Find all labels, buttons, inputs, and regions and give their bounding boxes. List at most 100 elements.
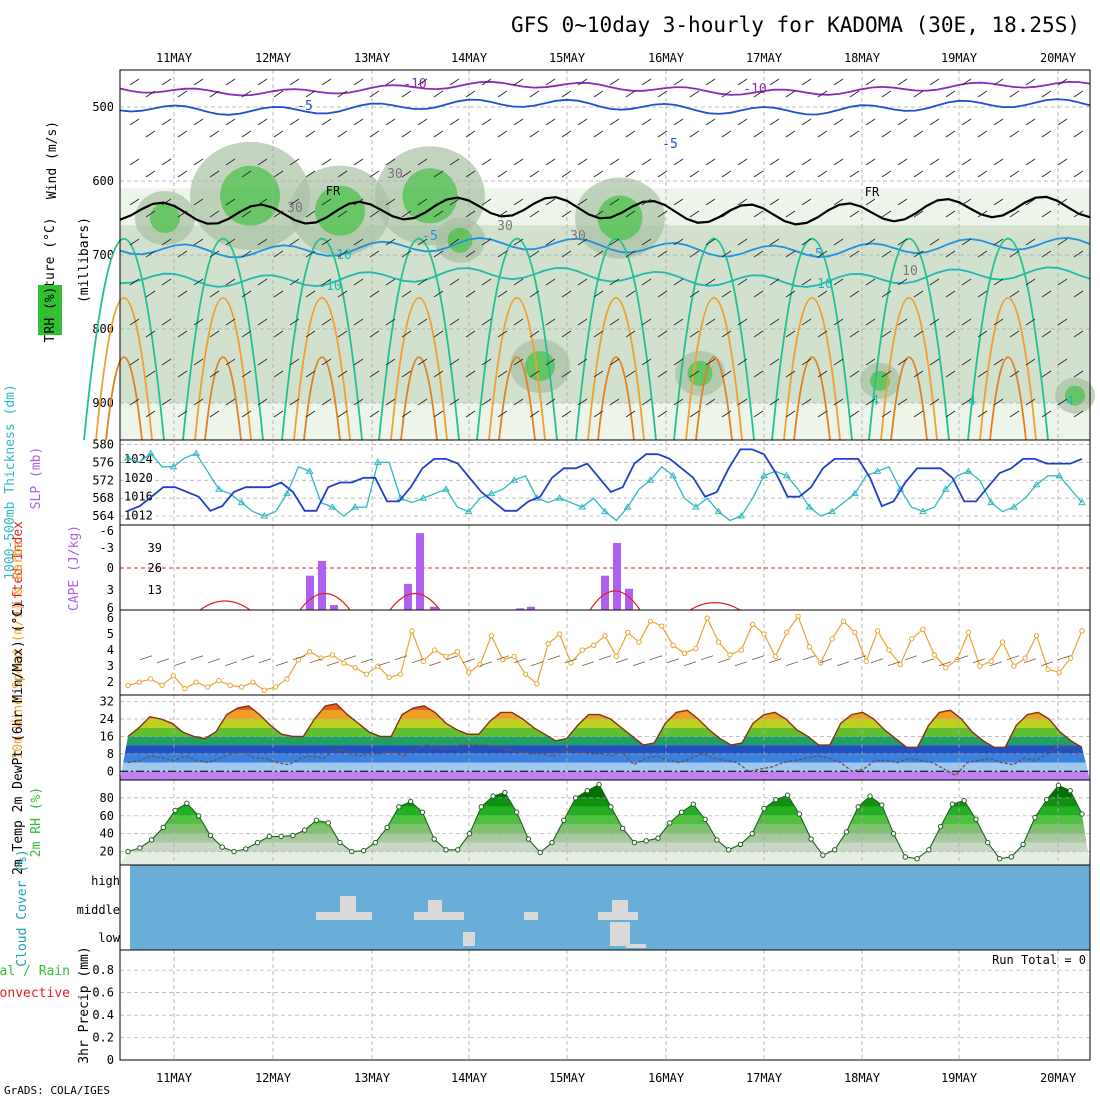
- wind-barb: [353, 78, 364, 86]
- wind-barb: [785, 210, 796, 218]
- cloud-cell: [524, 912, 538, 920]
- wind-barb: [1041, 210, 1052, 218]
- wind-barb: [369, 410, 380, 418]
- wind-barb: [753, 170, 764, 178]
- temp-diurnal-arch: [95, 297, 153, 441]
- temp-diurnal-arch: [194, 297, 252, 441]
- rh-marker: [843, 829, 850, 835]
- wind-barb: [801, 238, 812, 246]
- wind-speed-marker: [454, 648, 461, 655]
- wind-barb: [401, 410, 412, 418]
- wind-barb: [993, 158, 1004, 166]
- contour-label: -5: [297, 99, 313, 114]
- wind-barb: [241, 170, 252, 178]
- wind-barb: [929, 78, 940, 86]
- wind-speed-marker: [590, 642, 597, 648]
- cape-tick: 13: [148, 583, 162, 597]
- wind-barb: [449, 198, 460, 206]
- wind-barb: [769, 198, 780, 206]
- rh-marker: [584, 788, 591, 794]
- wind-barb: [593, 90, 604, 98]
- temp-diurnal-arch: [390, 297, 448, 441]
- wind-speed-marker: [466, 669, 472, 676]
- surface-wind-barb: [411, 658, 425, 664]
- surface-wind-barb: [343, 655, 357, 661]
- wind-barb: [273, 210, 284, 218]
- wind-barb: [849, 410, 860, 418]
- wind-barb: [849, 330, 860, 338]
- wind-barb: [1073, 290, 1084, 298]
- wind-barb: [337, 330, 348, 338]
- temp-tick: 8: [107, 747, 114, 761]
- wind-speed-marker: [352, 665, 358, 671]
- wind-barb: [993, 398, 1004, 406]
- wind-barb: [657, 410, 668, 418]
- wind-barb: [625, 170, 636, 178]
- wind-barb: [705, 278, 716, 286]
- wind-barb: [193, 198, 204, 206]
- temp-color-band: [120, 753, 1090, 763]
- cloud-cell: [414, 912, 464, 920]
- wind-barb: [401, 370, 412, 378]
- rh-marker: [419, 809, 426, 815]
- wind-barb: [641, 198, 652, 206]
- rh-marker: [207, 832, 214, 839]
- surface-wind-barb: [377, 661, 391, 667]
- wind-barb: [241, 90, 252, 98]
- rh-marker: [1043, 796, 1050, 803]
- wind-barb: [577, 158, 588, 166]
- wind-barb: [753, 290, 764, 298]
- wind-speed-line: [127, 615, 1083, 691]
- wind-barb: [705, 198, 716, 206]
- wind-tick: 4: [107, 643, 114, 657]
- slp-line: [127, 448, 1083, 512]
- wind-speed-marker: [795, 613, 801, 620]
- rh-marker: [219, 844, 225, 850]
- wind-barb: [865, 318, 876, 326]
- freezing-label: FR: [326, 184, 341, 198]
- rh-marker: [702, 816, 708, 823]
- lifted-index-curve: [299, 593, 351, 611]
- wind-barb: [369, 290, 380, 298]
- wind-barb: [673, 198, 684, 206]
- temp-diurnal-arch: [695, 356, 733, 441]
- wind-barb: [753, 370, 764, 378]
- wind-barb: [721, 170, 732, 178]
- wind-barb: [385, 118, 396, 126]
- wind-speed-marker: [602, 632, 608, 639]
- surface-wind-barb: [751, 655, 765, 661]
- temp-contour-10: [119, 266, 1091, 288]
- temp-color-band: [120, 745, 1090, 754]
- wind-barb: [225, 358, 236, 366]
- lifted-index-curve: [389, 593, 441, 611]
- wind-barb: [417, 198, 428, 206]
- temp-tick: 16: [100, 729, 114, 743]
- wind-barb: [721, 290, 732, 298]
- cloud-row-label: low: [98, 931, 120, 945]
- wind-barb: [481, 198, 492, 206]
- precip-frame: [119, 949, 1091, 1061]
- wind-barb: [465, 90, 476, 98]
- lifted-index-tick: -3: [100, 541, 114, 555]
- wind-barb: [513, 238, 524, 246]
- wind-barb: [433, 130, 444, 138]
- wind-barb: [881, 370, 892, 378]
- contour-label: 10: [817, 277, 833, 292]
- thickness-marker: [987, 498, 996, 506]
- thickness-marker: [850, 489, 859, 497]
- wind-barb: [465, 370, 476, 378]
- wind-barb: [817, 210, 828, 218]
- precip-legend-convective: Convective: [0, 986, 70, 1001]
- surface-wind-barb: [156, 658, 170, 664]
- wind-barb: [577, 78, 588, 86]
- wind-barb: [737, 278, 748, 286]
- rh-marker: [254, 839, 261, 846]
- wind-barb: [193, 318, 204, 326]
- temp-diurnal-arch: [303, 356, 341, 441]
- wind-barb: [913, 90, 924, 98]
- wind-barb: [849, 290, 860, 298]
- surface-wind-barb: [938, 661, 952, 667]
- wind-barb: [513, 78, 524, 86]
- wind-speed-marker: [920, 626, 926, 632]
- lifted-index-axis-label: Lifted Index: [11, 521, 26, 615]
